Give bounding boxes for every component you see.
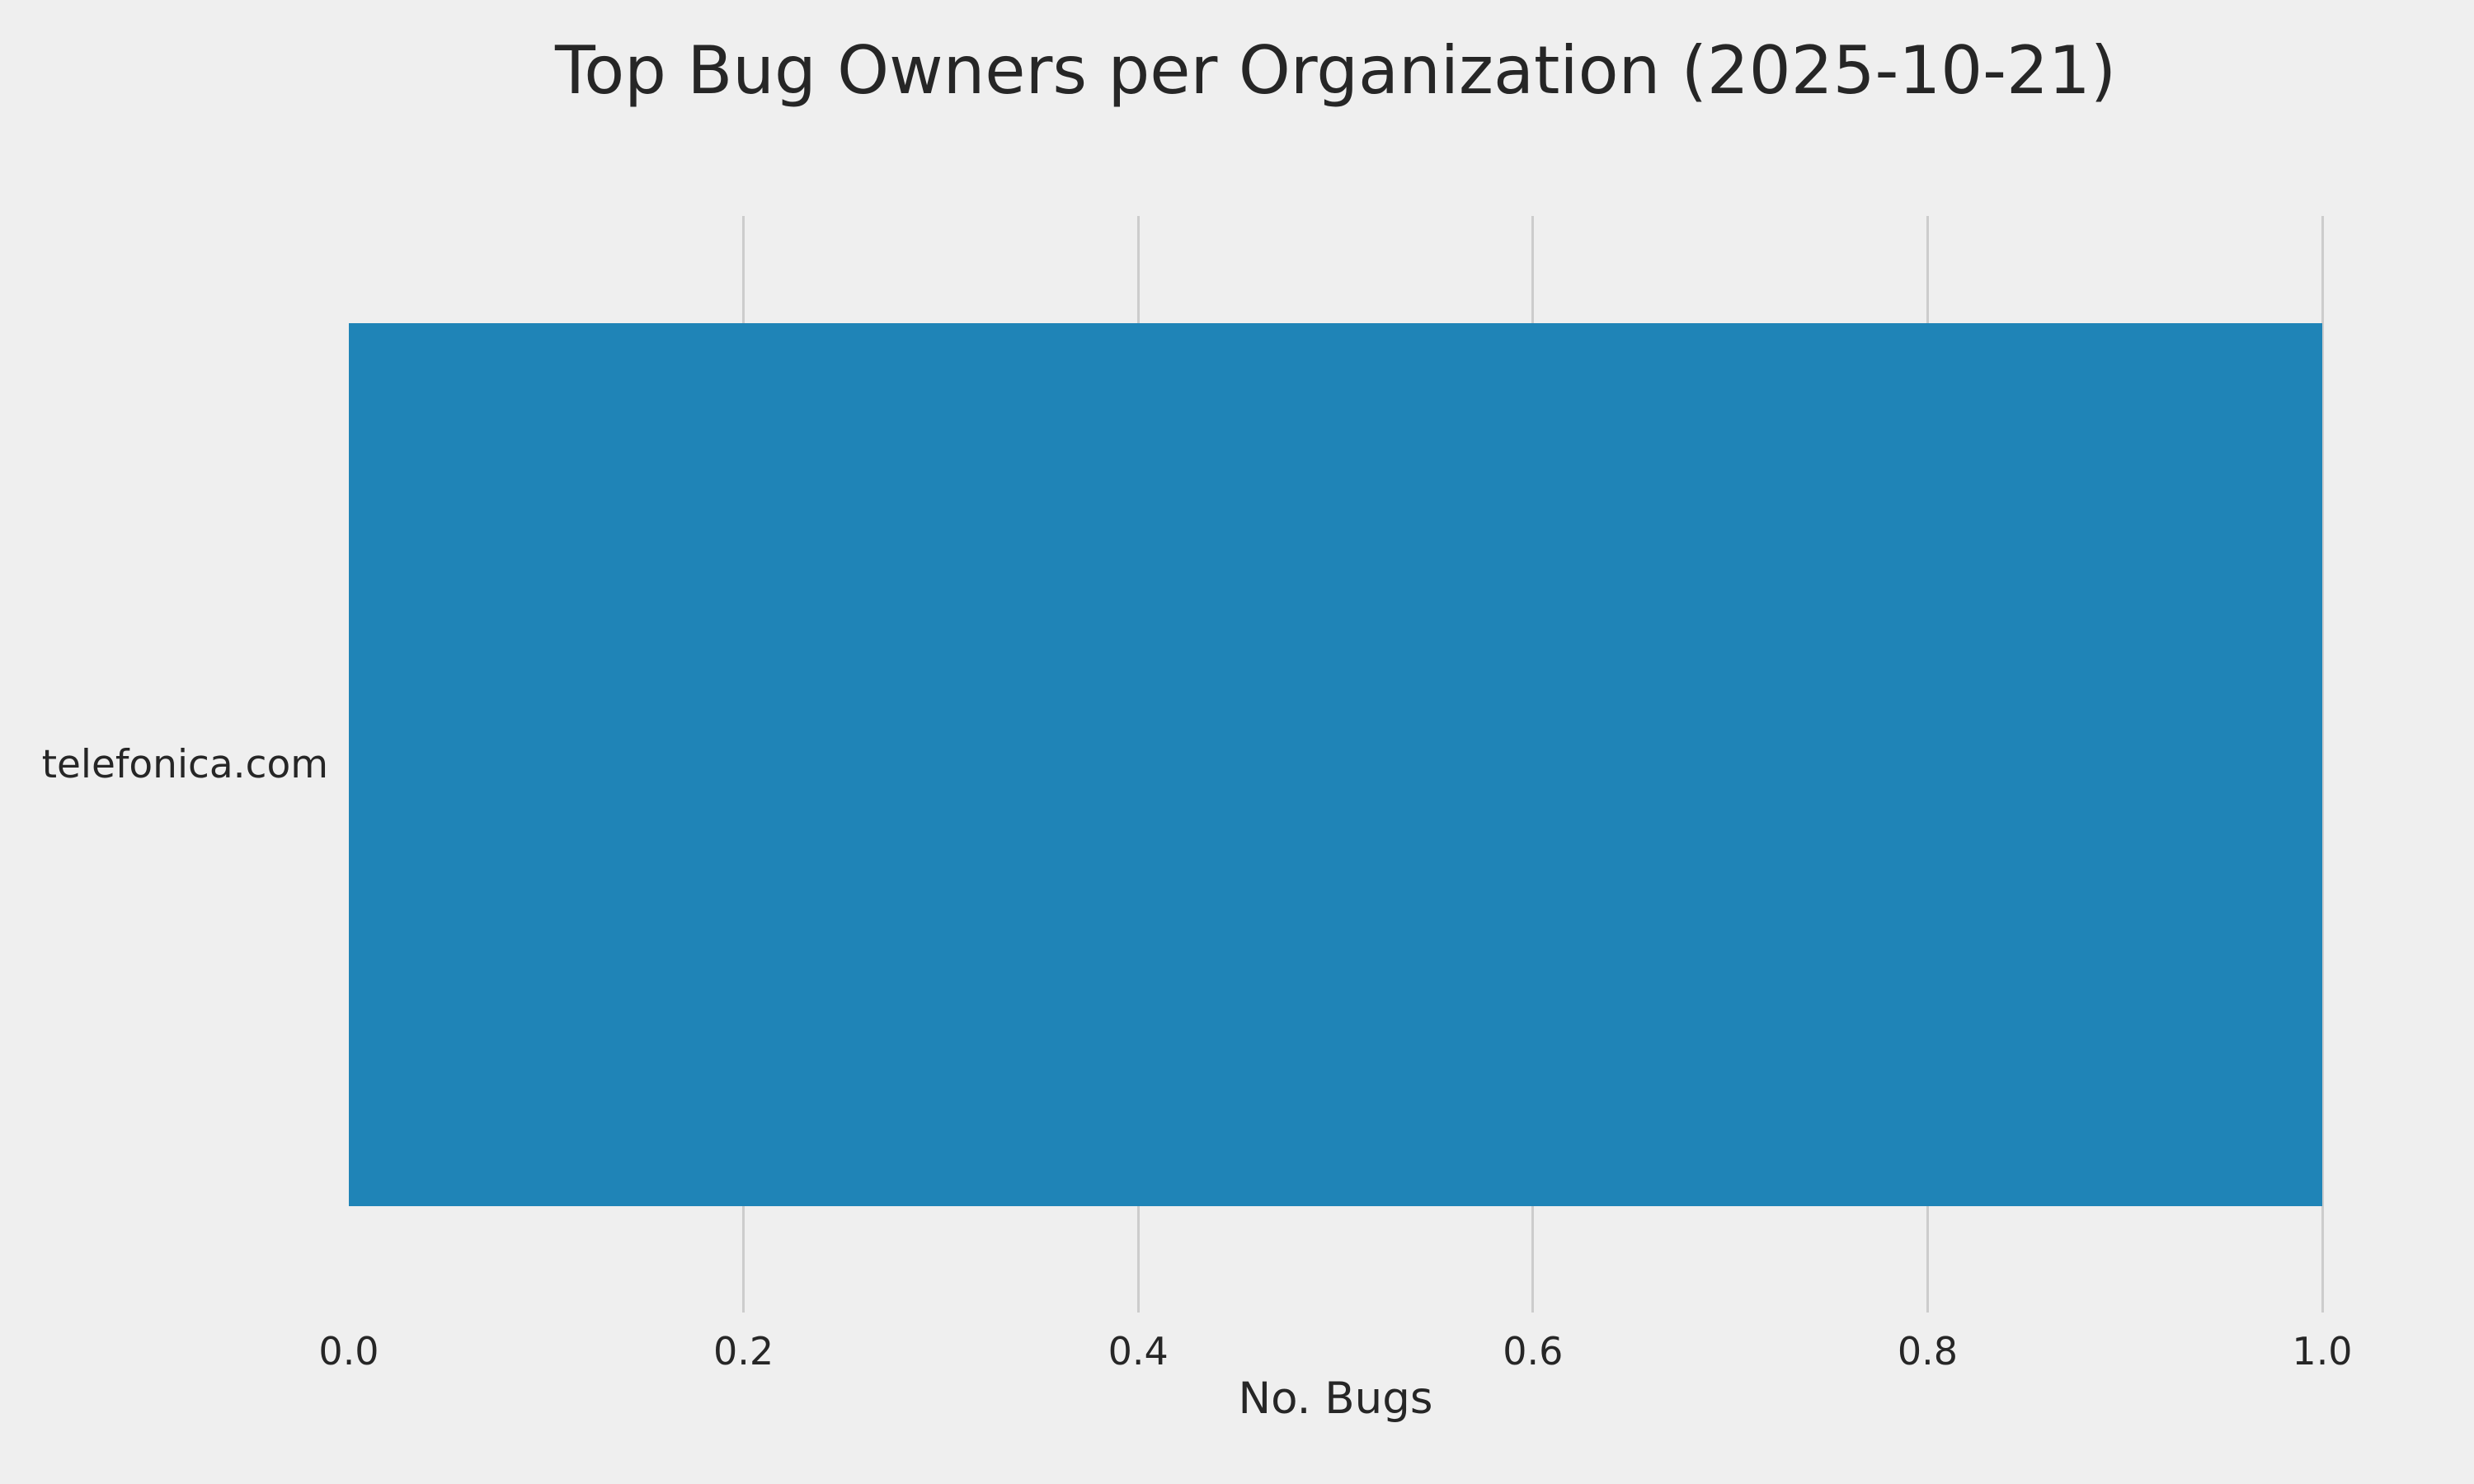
xtick-label-0.8: 0.8 — [1897, 1329, 1958, 1374]
xtick-label-1.0: 1.0 — [2292, 1329, 2353, 1374]
chart-title: Top Bug Owners per Organization (2025-10… — [554, 32, 2117, 109]
xtick-label-0.2: 0.2 — [713, 1329, 774, 1374]
x-axis-label: No. Bugs — [1238, 1374, 1433, 1424]
xtick-label-0.4: 0.4 — [1108, 1329, 1169, 1374]
xtick-label-0.0: 0.0 — [318, 1329, 379, 1374]
x-axis-ticks: 0.0 0.2 0.4 0.6 0.8 1.0 — [318, 1329, 2352, 1378]
ytick-label-telefonica-com: telefonica.com — [41, 742, 328, 787]
xtick-label-0.6: 0.6 — [1503, 1329, 1564, 1374]
plot-area — [349, 216, 2324, 1313]
gridline-1.0 — [2321, 216, 2324, 1313]
bar-telefonica-com — [349, 323, 2322, 1206]
